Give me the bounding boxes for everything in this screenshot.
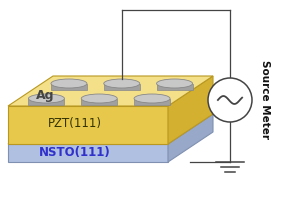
Ellipse shape bbox=[157, 79, 193, 88]
Polygon shape bbox=[168, 114, 213, 162]
Polygon shape bbox=[8, 76, 213, 106]
Ellipse shape bbox=[28, 94, 64, 103]
Text: NSTO(111): NSTO(111) bbox=[39, 146, 111, 159]
Polygon shape bbox=[28, 98, 64, 104]
Ellipse shape bbox=[51, 79, 87, 88]
Polygon shape bbox=[157, 84, 193, 89]
Polygon shape bbox=[104, 84, 140, 89]
Polygon shape bbox=[51, 84, 87, 89]
Polygon shape bbox=[8, 114, 213, 144]
Polygon shape bbox=[134, 98, 170, 104]
Circle shape bbox=[208, 78, 252, 122]
Text: Source Meter: Source Meter bbox=[260, 60, 270, 139]
Text: PZT(111): PZT(111) bbox=[48, 117, 102, 130]
Ellipse shape bbox=[81, 94, 117, 103]
Polygon shape bbox=[8, 144, 168, 162]
Ellipse shape bbox=[104, 79, 140, 88]
Text: Ag: Ag bbox=[36, 88, 54, 102]
Ellipse shape bbox=[134, 94, 170, 103]
Polygon shape bbox=[168, 76, 213, 144]
Polygon shape bbox=[81, 98, 117, 104]
Polygon shape bbox=[8, 106, 168, 144]
